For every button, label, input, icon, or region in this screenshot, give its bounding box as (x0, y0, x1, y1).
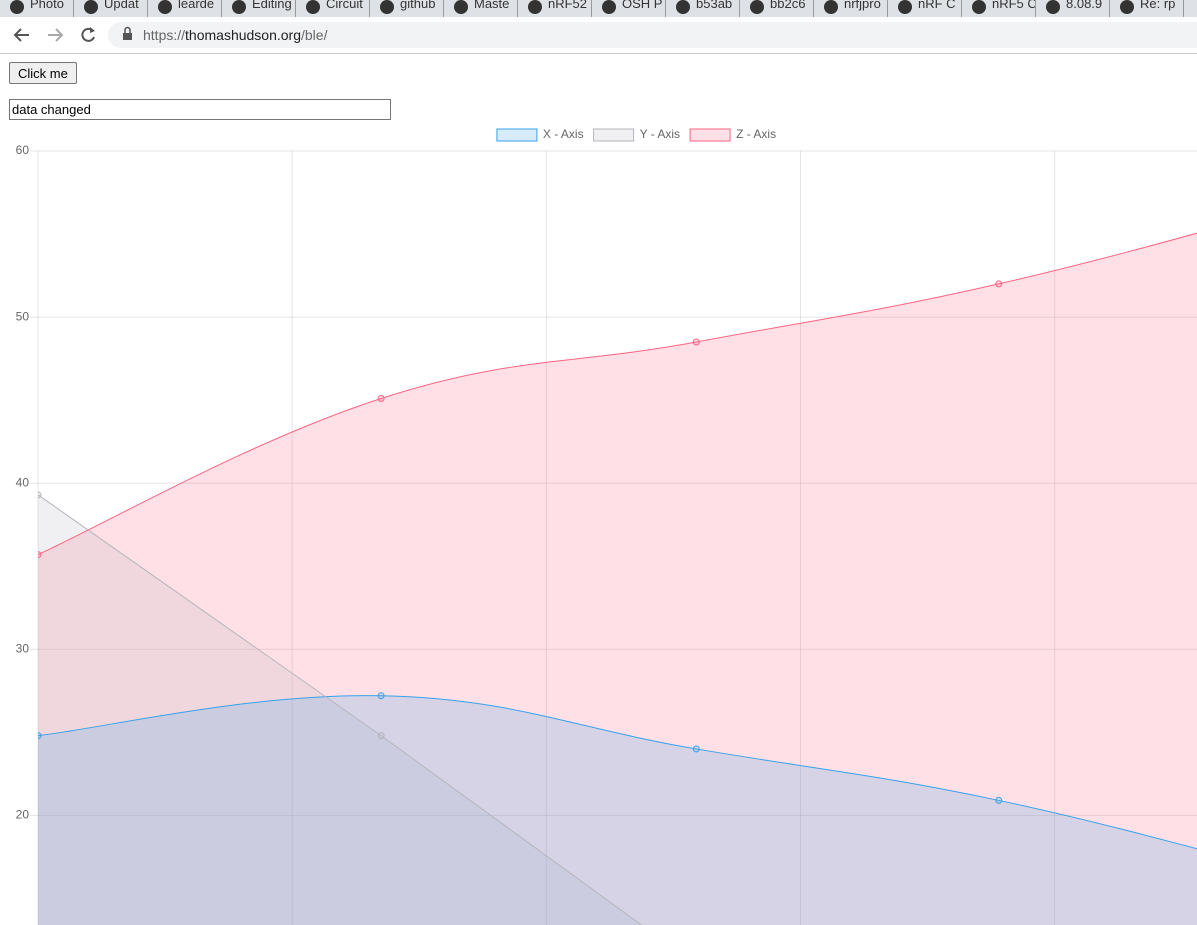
browser-tab[interactable]: Maste (444, 0, 518, 17)
tab-title: learde (178, 0, 215, 11)
tab-title: Re: rp (1140, 0, 1176, 11)
y-tick-label: 20 (16, 808, 30, 822)
tab-title: 8.08.9 (1066, 0, 1103, 11)
tab-icon (824, 0, 838, 14)
tab-strip: Photo Updat learde Editing Circuit github Mast… (0, 0, 1197, 17)
browser-tab[interactable]: 8.08.9 (1036, 0, 1110, 17)
tab-icon (306, 0, 320, 14)
tab-icon (10, 0, 24, 14)
browser-tab[interactable]: nRF C (888, 0, 962, 17)
tab-title: Maste (474, 0, 510, 11)
tab-icon (972, 0, 986, 14)
browser-tab[interactable]: learde (148, 0, 222, 17)
forward-button[interactable] (48, 28, 64, 42)
legend-swatch (593, 128, 635, 142)
area-fill (38, 695, 1197, 925)
browser-tab[interactable]: github (370, 0, 444, 17)
reload-arrow (90, 27, 95, 33)
legend-label: X - Axis (543, 127, 584, 141)
browser-tab[interactable]: b53ab (666, 0, 740, 17)
legend-label: Z - Axis (736, 127, 776, 141)
tab-title: nrfjpro (844, 0, 881, 11)
browser-tab[interactable]: Photo (0, 0, 74, 17)
legend: X - Axis Y - Axis Z - Axis (496, 127, 776, 142)
browser-tab[interactable]: Updat (74, 0, 148, 17)
data-point (377, 692, 385, 700)
legend-swatch (689, 128, 731, 142)
tab-icon (898, 0, 912, 14)
tab-icon (1046, 0, 1060, 14)
data-point (995, 280, 1003, 288)
browser-tab[interactable]: Circuit (296, 0, 370, 17)
url: https://thomashudson.org/ble/ (143, 22, 327, 48)
data-point (377, 732, 385, 740)
toolbar: https://thomashudson.org/ble/ (0, 17, 1197, 54)
tab-title: OSH P (622, 0, 663, 11)
tab-title: github (400, 0, 436, 11)
data-point (38, 732, 42, 740)
url-path: /ble/ (301, 27, 328, 43)
data-point (377, 394, 385, 402)
y-tick-label: 40 (16, 475, 30, 489)
browser-tab[interactable]: nrfjpro (814, 0, 888, 17)
tab-icon (454, 0, 468, 14)
reload-button[interactable] (81, 27, 95, 42)
url-host: thomashudson.org (185, 27, 301, 43)
data-point (38, 491, 42, 499)
tab-icon (528, 0, 542, 14)
browser-tab[interactable]: bb2c6 (740, 0, 814, 17)
line (38, 494, 643, 925)
tab-title: Photo (30, 0, 64, 11)
data-point (692, 745, 700, 753)
tab-title: nRF C (918, 0, 956, 11)
tab-title: b53ab (696, 0, 733, 11)
tab-title: Editing (252, 0, 292, 11)
tab-icon (676, 0, 690, 14)
y-tick-label: 50 (16, 309, 30, 323)
line (38, 695, 1197, 850)
address-bar[interactable]: https://thomashudson.org/ble/ (108, 22, 1197, 48)
y-tick-label: 30 (16, 641, 30, 655)
tab-title: bb2c6 (770, 0, 806, 11)
tab-icon (750, 0, 764, 14)
tab-icon (602, 0, 616, 14)
tab-title: nRF52 (548, 0, 588, 11)
plot-area (38, 232, 1197, 925)
y-tick-label: 60 (16, 143, 30, 157)
area-fill (38, 233, 1197, 925)
line (38, 232, 1197, 556)
url-scheme: https:// (143, 27, 186, 43)
tab-icon (1120, 0, 1134, 14)
nav-buttons[interactable] (0, 17, 108, 53)
tab-title: nRF5 C (992, 0, 1036, 11)
data-point (692, 338, 700, 346)
browser-tab[interactable]: nRF52 (518, 0, 592, 17)
text-input[interactable] (9, 99, 391, 120)
data-point (995, 796, 1003, 804)
area-fill (38, 494, 697, 925)
browser-tab[interactable]: Re: rp (1110, 0, 1184, 17)
browser-tab[interactable]: nRF5 C (962, 0, 1036, 17)
lock-icon (123, 26, 132, 40)
click-me-button[interactable]: Click me (9, 62, 77, 84)
tab-title: Updat (104, 0, 139, 11)
browser-tab[interactable]: Editing (222, 0, 296, 17)
tab-icon (380, 0, 394, 14)
legend-label: Y - Axis (640, 127, 680, 141)
data-point (38, 551, 42, 559)
legend-swatch (496, 128, 538, 142)
back-button[interactable] (13, 28, 29, 42)
tab-icon (232, 0, 246, 14)
browser-tab[interactable]: OSH P (592, 0, 666, 17)
tab-icon (84, 0, 98, 14)
tab-title: Circuit (326, 0, 363, 11)
tab-icon (158, 0, 172, 14)
